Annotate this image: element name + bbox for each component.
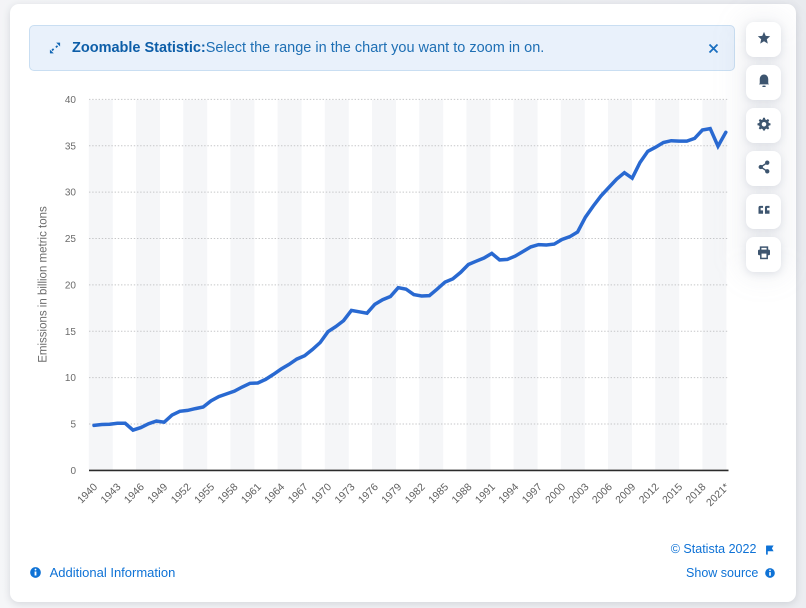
svg-text:2021*: 2021* [704,481,732,509]
svg-text:1958: 1958 [216,481,241,506]
svg-text:2000: 2000 [543,481,568,506]
svg-text:1961: 1961 [239,481,264,506]
svg-text:35: 35 [65,141,77,152]
svg-text:1967: 1967 [286,481,311,506]
svg-text:25: 25 [65,234,77,245]
svg-text:2012: 2012 [637,481,662,506]
svg-text:2015: 2015 [660,481,685,506]
svg-text:1997: 1997 [520,481,545,506]
svg-text:20: 20 [65,281,77,292]
svg-text:10: 10 [65,373,77,384]
svg-text:1955: 1955 [192,481,217,506]
svg-text:1943: 1943 [99,481,124,506]
svg-text:1946: 1946 [122,481,147,506]
svg-text:40: 40 [65,95,77,106]
svg-text:2003: 2003 [567,481,592,506]
svg-text:1985: 1985 [426,481,451,506]
svg-text:1979: 1979 [379,481,404,506]
svg-text:1952: 1952 [169,481,194,506]
svg-text:30: 30 [65,188,77,199]
svg-text:1949: 1949 [145,481,170,506]
svg-text:1940: 1940 [75,481,100,506]
svg-text:1964: 1964 [262,481,287,506]
svg-text:2009: 2009 [613,481,638,506]
svg-text:0: 0 [70,466,76,477]
svg-text:Emissions in billion metric to: Emissions in billion metric tons [38,206,50,363]
svg-text:1988: 1988 [450,481,475,506]
svg-text:1973: 1973 [333,481,358,506]
svg-text:15: 15 [65,327,77,338]
svg-text:1970: 1970 [309,481,334,506]
svg-text:1994: 1994 [496,481,521,506]
svg-text:2006: 2006 [590,481,615,506]
svg-text:1976: 1976 [356,481,381,506]
svg-text:5: 5 [70,420,76,431]
svg-text:1982: 1982 [403,481,428,506]
svg-text:1991: 1991 [473,481,498,506]
